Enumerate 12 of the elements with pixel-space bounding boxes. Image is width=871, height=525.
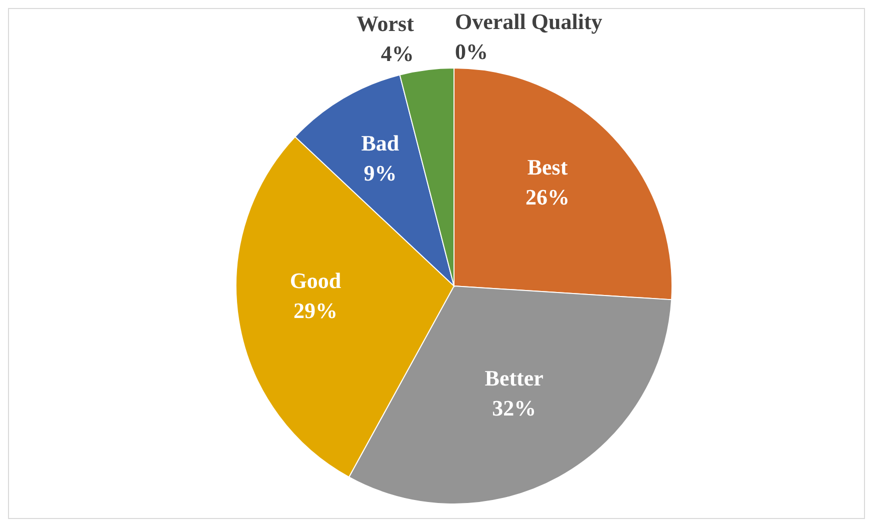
slice-label: Worst: [356, 10, 415, 36]
data-label: 29%: [294, 298, 338, 324]
slice-label: Better: [484, 365, 544, 390]
data-label: 4%: [380, 40, 414, 66]
data-label: 32%: [492, 395, 536, 420]
slice-label: Good: [290, 268, 342, 294]
slice-label: Bad: [361, 130, 400, 156]
data-label: 26%: [526, 184, 570, 210]
category-label: Overall Quality: [455, 9, 602, 34]
text: 0%: [455, 39, 488, 64]
data-label: 9%: [364, 160, 397, 186]
slice-label: Best: [527, 154, 568, 180]
